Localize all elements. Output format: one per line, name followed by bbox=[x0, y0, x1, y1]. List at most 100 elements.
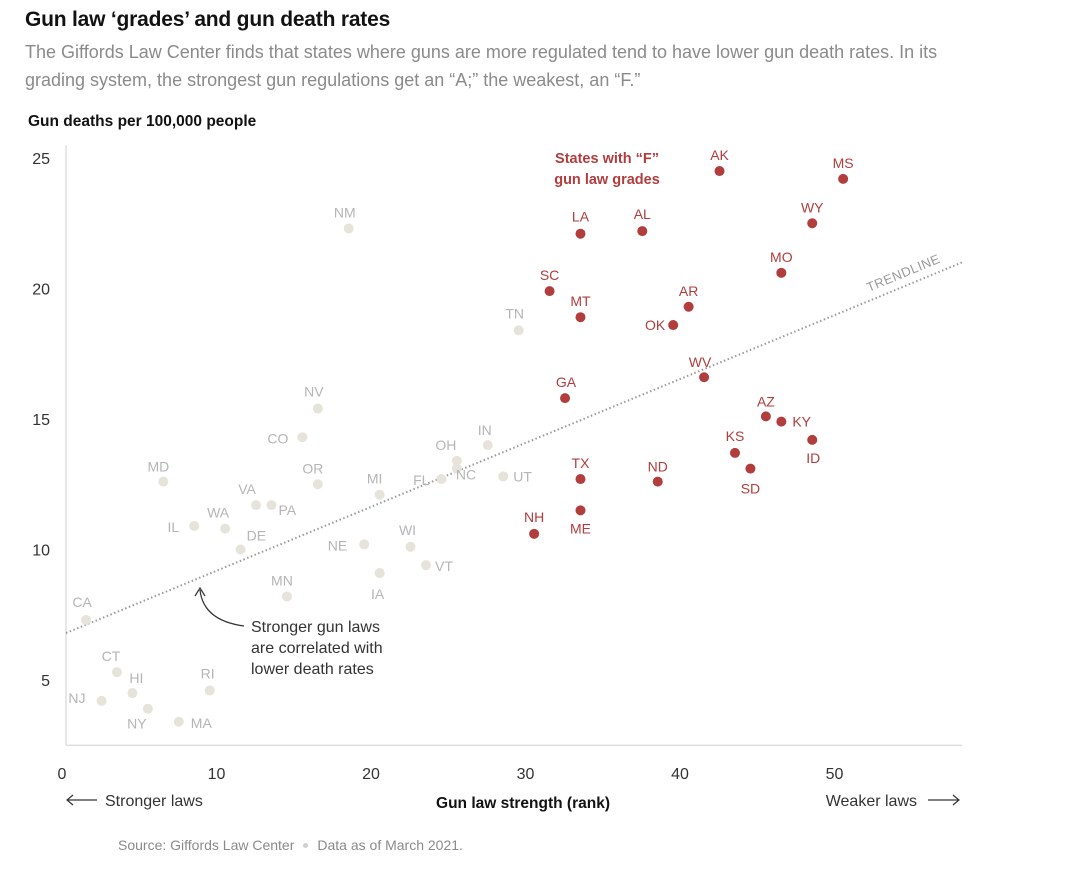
x-tick-label: 40 bbox=[671, 766, 689, 783]
right-arrow-icon bbox=[952, 794, 960, 806]
data-point-hi bbox=[127, 688, 138, 699]
y-tick-label: 20 bbox=[32, 282, 50, 299]
left-arrow-icon bbox=[66, 794, 74, 806]
data-point-vt bbox=[420, 560, 431, 571]
date-note: Data as of March 2021. bbox=[317, 837, 463, 853]
y-tick-label: 25 bbox=[32, 151, 50, 168]
data-point-wv bbox=[699, 372, 710, 383]
point-label-va: VA bbox=[238, 481, 256, 497]
data-point-fl bbox=[436, 474, 447, 485]
x-axis-label: Gun law strength (rank) bbox=[436, 795, 610, 812]
y-tick-label: 15 bbox=[32, 412, 50, 429]
data-point-in bbox=[482, 440, 493, 451]
data-point-oh bbox=[451, 455, 462, 466]
data-point-nh bbox=[529, 528, 540, 539]
point-label-oh: OH bbox=[435, 437, 456, 453]
data-point-mn bbox=[281, 591, 292, 602]
point-label-or: OR bbox=[302, 460, 323, 476]
data-point-sc bbox=[544, 286, 555, 297]
data-point-mo bbox=[776, 267, 787, 278]
data-point-az bbox=[760, 411, 771, 422]
correlation-annotation-line: lower death rates bbox=[251, 661, 374, 678]
data-point-ny bbox=[142, 703, 153, 714]
point-label-mt: MT bbox=[570, 293, 591, 309]
trendline bbox=[65, 261, 963, 634]
data-point-ne bbox=[359, 539, 370, 550]
point-label-ar: AR bbox=[679, 283, 698, 299]
data-point-ut bbox=[498, 471, 509, 482]
data-point-nm bbox=[343, 223, 354, 234]
point-label-ri: RI bbox=[201, 665, 215, 681]
data-point-ak bbox=[714, 166, 725, 177]
point-label-nv: NV bbox=[304, 384, 324, 400]
point-label-tx: TX bbox=[572, 455, 591, 471]
point-label-wi: WI bbox=[399, 522, 416, 538]
point-label-wy: WY bbox=[801, 199, 824, 215]
x-direction-right-label: Weaker laws bbox=[826, 793, 917, 810]
point-label-in: IN bbox=[478, 422, 492, 438]
y-tick-label: 5 bbox=[41, 673, 50, 690]
separator-dot bbox=[303, 842, 309, 848]
point-label-mo: MO bbox=[770, 249, 793, 265]
trendline-label: TRENDLINE bbox=[864, 251, 942, 295]
data-point-ms bbox=[838, 173, 849, 184]
data-point-mt bbox=[575, 312, 586, 323]
point-label-ny: NY bbox=[127, 716, 147, 732]
point-label-al: AL bbox=[634, 206, 651, 222]
point-label-ma: MA bbox=[191, 715, 213, 731]
data-point-ma bbox=[173, 716, 184, 727]
data-point-co bbox=[297, 432, 308, 443]
data-point-mi bbox=[374, 489, 385, 500]
chart-title: Gun law ‘grades’ and gun death rates bbox=[25, 8, 391, 31]
data-point-va bbox=[251, 500, 262, 511]
point-label-id: ID bbox=[806, 450, 820, 466]
point-label-ia: IA bbox=[371, 586, 385, 602]
point-label-tn: TN bbox=[505, 305, 524, 321]
point-label-il: IL bbox=[168, 519, 180, 535]
data-point-la bbox=[575, 228, 586, 239]
point-label-ks: KS bbox=[726, 428, 745, 444]
point-label-fl: FL bbox=[413, 472, 430, 488]
annotation-pointer-line bbox=[199, 589, 245, 627]
y-tick-label: 10 bbox=[32, 543, 50, 560]
y-axis-label: Gun deaths per 100,000 people bbox=[28, 113, 257, 130]
point-label-ms: MS bbox=[833, 155, 854, 171]
annotation-arrowhead-icon bbox=[194, 586, 206, 597]
data-point-or bbox=[312, 479, 323, 490]
point-label-mi: MI bbox=[367, 471, 383, 487]
point-label-wa: WA bbox=[207, 505, 230, 521]
data-point-pa bbox=[266, 500, 277, 511]
data-point-ar bbox=[683, 301, 694, 312]
data-point-wi bbox=[405, 541, 416, 552]
point-label-az: AZ bbox=[757, 393, 775, 409]
data-point-al bbox=[637, 226, 648, 237]
point-label-nc: NC bbox=[456, 467, 476, 483]
correlation-annotation-line: are correlated with bbox=[251, 640, 383, 657]
data-point-ct bbox=[111, 667, 122, 678]
point-label-ca: CA bbox=[72, 594, 92, 610]
point-label-la: LA bbox=[572, 209, 590, 225]
data-point-nd bbox=[652, 476, 663, 487]
point-label-sd: SD bbox=[741, 481, 760, 497]
point-label-ky: KY bbox=[792, 414, 811, 430]
point-label-mn: MN bbox=[271, 572, 293, 588]
correlation-annotation-line: Stronger gun laws bbox=[251, 619, 380, 636]
x-tick-label: 20 bbox=[362, 766, 380, 783]
data-point-sd bbox=[745, 463, 756, 474]
point-label-nj: NJ bbox=[68, 690, 85, 706]
data-point-nj bbox=[96, 695, 107, 706]
data-point-ks bbox=[729, 447, 740, 458]
point-label-co: CO bbox=[267, 430, 288, 446]
chart-footer: Source: Giffords Law Center Data as of Ma… bbox=[118, 837, 463, 853]
data-point-ri bbox=[204, 685, 215, 696]
source-note: Source: Giffords Law Center bbox=[118, 837, 295, 853]
point-label-me: ME bbox=[570, 520, 591, 536]
data-point-ky bbox=[776, 416, 787, 427]
data-point-ok bbox=[668, 320, 679, 331]
data-point-de bbox=[235, 544, 246, 555]
f-grade-annotation-line: gun law grades bbox=[554, 172, 660, 188]
data-point-il bbox=[189, 521, 200, 532]
data-point-nc bbox=[451, 463, 462, 474]
point-label-ct: CT bbox=[102, 648, 121, 664]
